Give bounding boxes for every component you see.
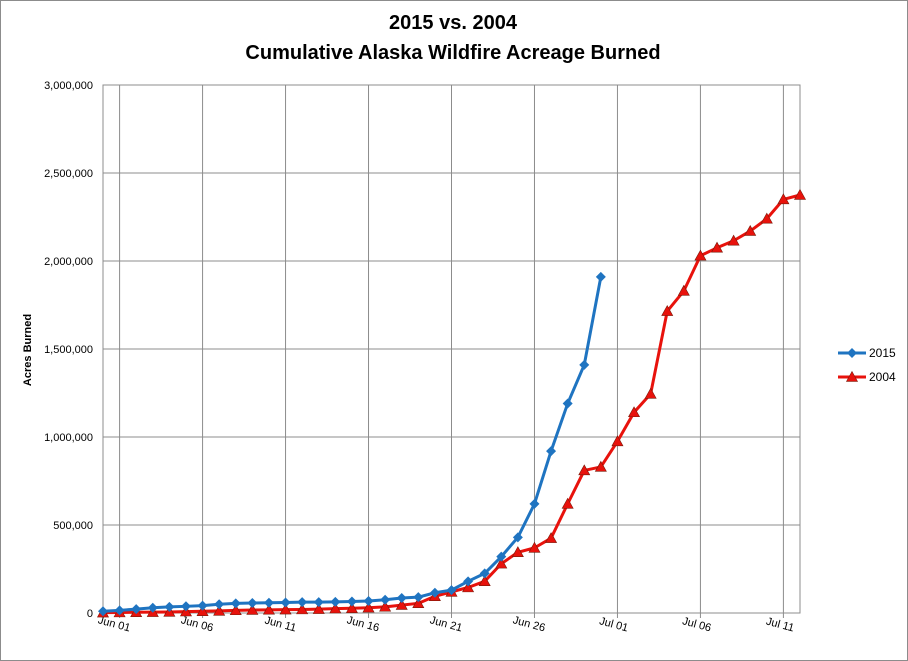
point-2004 xyxy=(495,557,508,569)
chart-subtitle: Cumulative Alaska Wildfire Acreage Burne… xyxy=(245,42,661,64)
y-axis-label: Acres Burned xyxy=(22,314,34,386)
point-2015 xyxy=(413,592,424,603)
y-axis-ticks: 0 500,000 1,000,000 1,500,000 2,000,000 2,500… xyxy=(44,80,93,620)
point-2004 xyxy=(379,600,392,612)
x-axis-ticks: Jun 01 Jun 06 Jun 11 Jun 16 Jun 21 Jun 26 Jul … xyxy=(97,614,796,634)
point-2015 xyxy=(263,597,274,608)
point-2004 xyxy=(345,602,358,613)
legend-marker-2015 xyxy=(847,348,857,358)
point-2004 xyxy=(262,603,275,615)
chart-title: 2015 vs. 2004 xyxy=(389,12,517,34)
point-2004 xyxy=(644,387,657,399)
point-2015 xyxy=(562,398,573,409)
point-2015 xyxy=(197,600,208,611)
point-2015 xyxy=(496,551,507,562)
point-2015 xyxy=(595,271,606,282)
point-2015 xyxy=(98,606,108,617)
point-2015 xyxy=(529,498,540,509)
point-2015 xyxy=(380,594,391,605)
point-2004 xyxy=(296,603,309,615)
y-tick-label: 3,000,000 xyxy=(44,80,93,92)
point-2015 xyxy=(247,597,258,608)
y-tick-label: 2,500,000 xyxy=(44,168,93,180)
point-2004 xyxy=(412,597,425,609)
legend-label-2004: 2004 xyxy=(869,370,896,384)
point-2004 xyxy=(329,602,342,614)
point-2015 xyxy=(297,597,308,608)
x-tick-label: Jul 06 xyxy=(681,615,712,634)
point-2015 xyxy=(164,601,175,612)
point-2004 xyxy=(213,604,226,616)
point-2004 xyxy=(711,241,724,253)
x-tick-label: Jun 26 xyxy=(511,614,546,634)
point-2015 xyxy=(346,596,357,607)
point-2004 xyxy=(727,234,740,246)
point-2004 xyxy=(760,212,773,224)
point-2004 xyxy=(528,541,541,553)
point-2015 xyxy=(147,602,158,613)
point-2004 xyxy=(279,603,292,615)
point-2004 xyxy=(545,532,558,543)
point-2004 xyxy=(246,603,259,615)
point-2004 xyxy=(694,249,707,261)
x-tick-label: Jun 11 xyxy=(263,615,297,635)
point-2015 xyxy=(363,596,374,607)
point-2015 xyxy=(463,576,474,587)
y-tick-label: 0 xyxy=(87,608,93,620)
point-2004 xyxy=(744,224,757,236)
series-group xyxy=(96,188,807,618)
point-2015 xyxy=(429,587,440,598)
point-2015 xyxy=(546,446,557,457)
legend: 2015 2004 xyxy=(838,346,896,384)
y-tick-label: 2,000,000 xyxy=(44,256,93,268)
point-2004 xyxy=(628,406,641,418)
x-tick-label: Jul 11 xyxy=(765,616,796,635)
point-2015 xyxy=(114,605,125,616)
x-tick-label: Jun 01 xyxy=(97,614,132,634)
y-tick-label: 500,000 xyxy=(53,520,93,532)
point-2004 xyxy=(677,284,690,296)
point-2015 xyxy=(446,585,457,596)
point-2015 xyxy=(396,593,407,604)
legend-label-2015: 2015 xyxy=(869,346,896,360)
point-2004 xyxy=(777,193,790,205)
x-tick-label: Jul 01 xyxy=(598,615,629,634)
point-2004 xyxy=(196,605,209,616)
point-2004 xyxy=(578,464,591,476)
point-2015 xyxy=(313,597,324,608)
y-tick-label: 1,000,000 xyxy=(44,432,93,444)
point-2004 xyxy=(312,603,325,614)
x-tick-label: Jun 16 xyxy=(346,614,381,634)
x-tick-label: Jun 06 xyxy=(180,614,215,634)
point-2004 xyxy=(478,575,491,587)
legend-marker-2004 xyxy=(845,370,859,382)
point-2004 xyxy=(362,601,375,613)
point-2004 xyxy=(594,460,607,472)
x-tick-label: Jun 21 xyxy=(428,614,463,634)
point-2004 xyxy=(661,305,674,316)
series-line-2015 xyxy=(102,276,603,613)
point-2015 xyxy=(230,598,241,609)
point-2015 xyxy=(330,596,341,607)
grid xyxy=(102,84,801,618)
point-2015 xyxy=(180,601,191,612)
point-2015 xyxy=(131,604,142,615)
point-2004 xyxy=(561,497,574,509)
point-2015 xyxy=(214,599,225,610)
point-2015 xyxy=(280,597,291,608)
point-2004 xyxy=(395,598,408,610)
point-2015 xyxy=(512,532,523,543)
point-2015 xyxy=(479,568,490,579)
point-2004 xyxy=(793,188,807,200)
point-2015 xyxy=(579,359,590,370)
point-2004 xyxy=(462,581,475,593)
y-tick-label: 1,500,000 xyxy=(44,344,93,356)
point-2004 xyxy=(511,546,524,557)
point-2004 xyxy=(611,435,624,447)
point-2004 xyxy=(229,604,242,616)
